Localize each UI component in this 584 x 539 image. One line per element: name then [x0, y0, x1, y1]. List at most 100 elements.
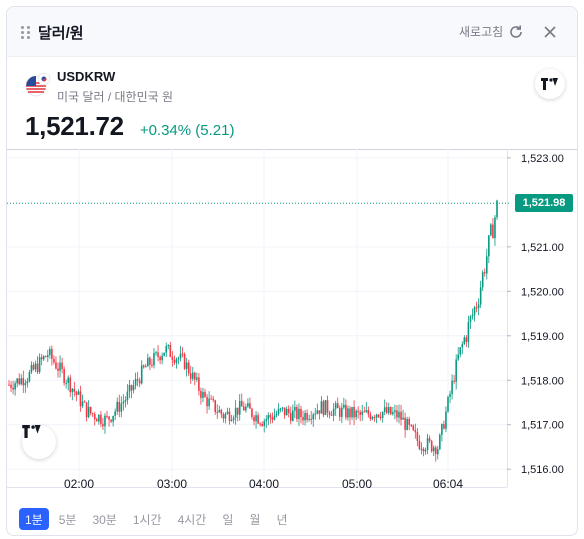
candle-body — [477, 304, 480, 308]
candle-body — [222, 414, 225, 419]
candle-body — [426, 438, 429, 450]
candle-body — [114, 411, 116, 416]
candle-body — [51, 348, 53, 359]
candle-body — [91, 413, 94, 415]
candle-body — [220, 410, 223, 415]
candle-body — [379, 416, 382, 418]
candle-body — [57, 368, 59, 371]
price-chart[interactable]: 1,523.00 1,521.00 1,520.00 1,519.00 1,518.00… — [7, 149, 578, 501]
candle-body — [238, 400, 241, 415]
candle-body — [298, 408, 300, 419]
candle-body — [492, 224, 494, 239]
interval-button[interactable]: 월 — [249, 512, 261, 527]
candle-body — [279, 408, 282, 410]
candle-body — [63, 368, 65, 383]
candle-body — [336, 403, 339, 409]
candle-body — [140, 365, 143, 384]
close-icon[interactable] — [541, 23, 559, 41]
candle-body — [149, 357, 151, 365]
candle-body — [308, 418, 310, 420]
candle-body — [26, 381, 29, 384]
candle-body — [216, 412, 219, 414]
candle-body — [343, 404, 345, 408]
candle-body — [459, 347, 462, 355]
candle-body — [283, 407, 286, 416]
interval-button[interactable]: 일 — [222, 512, 234, 527]
candle-body — [10, 384, 12, 388]
candle-body — [132, 385, 135, 391]
candle-body — [259, 423, 261, 425]
y-tick-label: 1,518.00 — [521, 375, 564, 387]
candle-body — [359, 412, 361, 415]
candle-body — [142, 365, 145, 368]
candle-body — [126, 391, 129, 401]
candle-body — [53, 358, 55, 363]
candle-body — [277, 408, 280, 415]
candle-body — [302, 416, 304, 421]
candle-body — [218, 410, 221, 413]
candle-body — [255, 415, 257, 422]
candle-body — [87, 406, 90, 418]
candle-body — [177, 358, 180, 360]
interval-button[interactable]: 4시간 — [177, 512, 207, 527]
candle-body — [163, 352, 165, 356]
candle-body — [436, 449, 439, 455]
candle-body — [100, 414, 102, 424]
candle-body — [71, 388, 74, 393]
x-tick-label: 05:00 — [342, 477, 372, 491]
refresh-button[interactable]: 새로고침 — [459, 23, 524, 40]
candle-body — [447, 396, 449, 412]
chart-canvas[interactable]: 1,523.00 1,521.00 1,520.00 1,519.00 1,518.00… — [7, 149, 578, 501]
candle-body — [351, 406, 353, 418]
candle-body — [418, 440, 421, 449]
drag-handle-icon[interactable] — [21, 26, 31, 40]
interval-button[interactable]: 1시간 — [132, 512, 162, 527]
candle-body — [394, 410, 396, 413]
candle-body — [304, 412, 306, 421]
candle-body — [249, 403, 251, 409]
candle-body — [40, 357, 43, 360]
candle-body — [483, 272, 486, 274]
tradingview-icon — [541, 78, 558, 90]
widget-title: 달러/원 — [38, 25, 84, 42]
candle-body — [230, 419, 233, 421]
candle-body — [471, 314, 474, 317]
interval-button[interactable]: 1분 — [19, 508, 49, 530]
symbol-ticker[interactable]: USDKRW — [57, 69, 116, 84]
candle-body — [387, 407, 390, 413]
candle-body — [330, 414, 333, 416]
candle-body — [22, 378, 25, 386]
interval-button[interactable]: 30분 — [92, 512, 117, 527]
candle-body — [106, 415, 108, 417]
candle-body — [449, 393, 451, 397]
x-tick-label: 06:04 — [433, 477, 463, 491]
candle-body — [451, 380, 453, 394]
chart-background — [7, 149, 577, 501]
candle-body — [161, 355, 163, 361]
candle-body — [124, 400, 127, 402]
candle-body — [79, 391, 82, 407]
candle-body — [371, 417, 374, 420]
candle-body — [169, 345, 172, 357]
x-tick-label: 04:00 — [249, 477, 279, 491]
candle-body — [316, 410, 319, 414]
candle-body — [363, 411, 366, 413]
candle-body — [367, 410, 370, 415]
candle-body — [357, 410, 359, 413]
candle-body — [296, 407, 298, 419]
candle-body — [314, 413, 317, 415]
candle-body — [12, 387, 14, 390]
candle-body — [271, 417, 274, 420]
candle-body — [44, 356, 47, 358]
candle-body — [61, 362, 63, 369]
candle-body — [432, 447, 435, 452]
candle-body — [208, 398, 210, 407]
tradingview-chart-logo[interactable] — [22, 425, 56, 459]
candle-body — [443, 423, 445, 429]
candle-body — [234, 407, 237, 418]
tradingview-logo-badge[interactable] — [535, 69, 565, 99]
interval-button[interactable]: 년 — [276, 512, 288, 527]
interval-button[interactable]: 5분 — [58, 512, 77, 527]
candle-body — [171, 356, 174, 360]
candle-body — [28, 372, 31, 382]
